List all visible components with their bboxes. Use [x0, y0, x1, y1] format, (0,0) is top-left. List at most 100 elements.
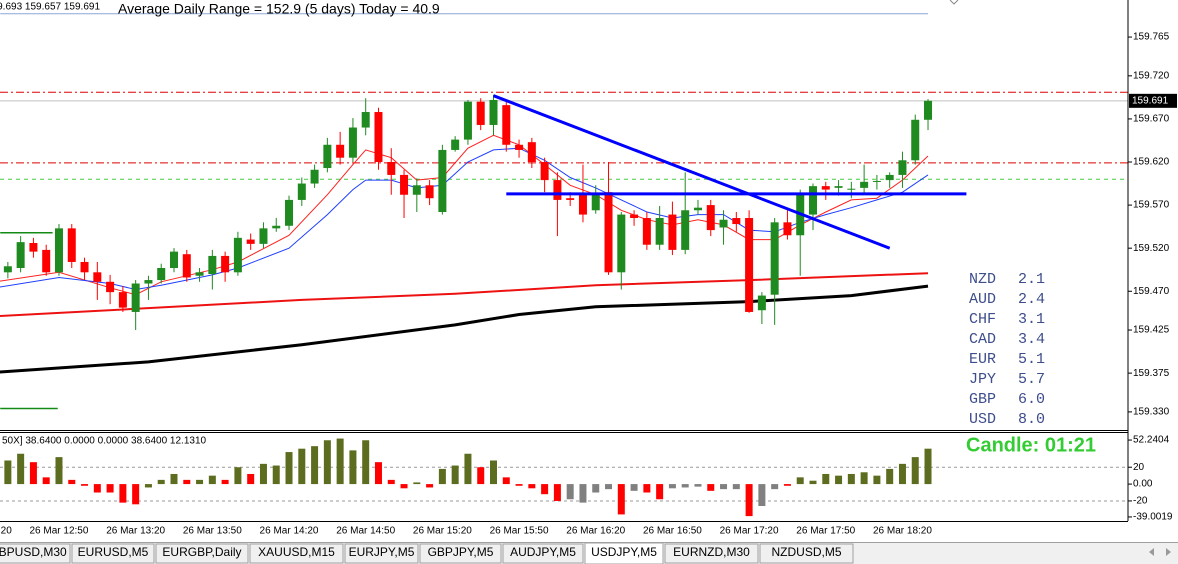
histogram-bar	[528, 484, 536, 489]
candle-body	[693, 207, 702, 211]
tab-label[interactable]: AUDJPY,M5	[510, 545, 576, 559]
tab[interactable]	[249, 543, 344, 564]
candle-timer: Candle: 01:21	[966, 434, 1096, 456]
tabs: GBPUSD,M30 EURUSD,M5 EURGBP,Daily XAUUSD,M1…	[0, 542, 854, 564]
candle-body	[642, 218, 651, 245]
histogram-bar	[668, 484, 676, 489]
tab[interactable]	[419, 543, 502, 564]
candle-body	[872, 180, 881, 182]
candle-body	[246, 239, 255, 244]
histogram-bar	[579, 484, 587, 503]
tab-label[interactable]: EURJPY,M5	[349, 545, 415, 559]
candle-body	[732, 218, 741, 225]
tab-scroll-right[interactable]	[1166, 548, 1171, 556]
candle-body	[911, 119, 920, 161]
y-tick-label: 159.765	[1133, 32, 1170, 43]
tab-label[interactable]: XAUUSD,M15	[258, 545, 335, 559]
candle-body	[336, 144, 345, 158]
tab[interactable]	[584, 542, 664, 564]
menu-caret[interactable]	[949, 0, 959, 5]
histogram-bar	[732, 484, 740, 490]
x-tick-label: 26 Mar 12:20	[0, 526, 12, 537]
candle-body	[80, 261, 89, 273]
candle-body	[515, 144, 524, 150]
candle-body	[489, 99, 498, 125]
candle-body	[387, 162, 396, 175]
candle-body	[745, 218, 754, 312]
histogram-bar	[643, 484, 651, 493]
histogram-bar	[438, 468, 446, 485]
histogram-bar	[259, 463, 267, 485]
histogram-bar	[911, 457, 919, 485]
tab-label[interactable]: GBPJPY,M5	[428, 545, 494, 559]
tab-label[interactable]: EURUSD,M5	[78, 545, 149, 559]
x-tick-label: 26 Mar 14:20	[260, 526, 319, 537]
moving-average	[0, 284, 929, 374]
histogram-bar	[55, 457, 63, 485]
y-tick-label: 20	[1133, 462, 1145, 473]
histogram-bar	[285, 452, 293, 485]
bid-label: 159.691	[1132, 95, 1169, 106]
x-tick-label: 26 Mar 14:50	[336, 526, 395, 537]
candle-body	[604, 192, 613, 273]
indicator-plot	[0, 438, 1128, 517]
histogram-bar	[362, 440, 370, 485]
histogram-bar	[17, 453, 25, 485]
histogram-bar	[860, 472, 868, 485]
currency-name: JPY	[969, 371, 996, 388]
tab[interactable]	[759, 543, 854, 564]
candle-body	[847, 188, 856, 190]
tab[interactable]	[664, 543, 759, 564]
candle-body	[42, 249, 51, 273]
candle-body	[502, 105, 511, 145]
candle-body	[821, 186, 830, 190]
tab[interactable]	[71, 543, 155, 564]
histogram-bar	[822, 473, 830, 485]
currency-value: 3.4	[1018, 331, 1045, 348]
candle-body	[182, 254, 191, 278]
candle-body	[860, 181, 869, 188]
x-tick-label: 26 Mar 17:50	[796, 526, 855, 537]
candle-body	[668, 214, 677, 250]
candle-body	[527, 142, 536, 163]
histogram-bar	[247, 473, 255, 485]
histogram-bar	[68, 479, 76, 485]
candle-body	[16, 242, 25, 268]
y-tick-label: 159.620	[1133, 157, 1170, 168]
histogram-bar	[681, 484, 689, 488]
candle-body	[578, 194, 587, 215]
currency-value: 2.4	[1018, 291, 1045, 308]
tab-label[interactable]: NZDUSD,M5	[771, 545, 841, 559]
histogram-bar	[502, 477, 510, 485]
histogram-bar	[374, 462, 382, 485]
currency-name: CAD	[969, 331, 996, 348]
ohlc-readout: 159.693 159.657 159.691	[0, 2, 100, 13]
candle-body	[195, 272, 204, 276]
candle-body	[566, 198, 575, 200]
tab-label[interactable]: USDJPY,M5	[591, 545, 657, 559]
histogram-bar	[477, 467, 485, 485]
candle-body	[170, 251, 178, 268]
tab-scroll-left[interactable]	[1149, 548, 1154, 556]
candle-body	[157, 267, 166, 281]
candle-body	[412, 185, 421, 195]
histogram-bar	[4, 460, 12, 485]
candle-body	[361, 112, 370, 128]
candle-body	[834, 186, 843, 188]
tab-label[interactable]: GBPUSD,M30	[0, 545, 67, 559]
histogram-bar	[234, 467, 242, 485]
tab[interactable]	[0, 543, 71, 564]
currency-value: 8.0	[1018, 411, 1045, 428]
candle-body	[617, 214, 626, 273]
tab-label[interactable]: EURGBP,Daily	[162, 545, 241, 559]
tab[interactable]	[344, 543, 419, 564]
histogram-bar	[898, 463, 906, 485]
candle-body	[118, 292, 127, 308]
histogram-bar	[93, 484, 101, 493]
tab-label[interactable]: EURNZD,M30	[673, 545, 750, 559]
y-tick-label: 159.670	[1133, 114, 1170, 125]
histogram-bar	[387, 479, 395, 485]
tab[interactable]	[502, 543, 584, 564]
tab[interactable]	[155, 543, 249, 564]
